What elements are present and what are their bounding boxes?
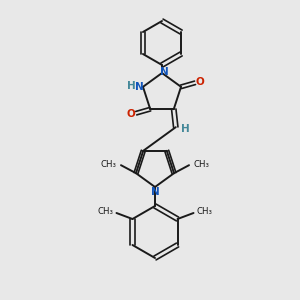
Text: CH₃: CH₃ xyxy=(98,206,113,215)
Text: O: O xyxy=(196,77,204,87)
Text: CH₃: CH₃ xyxy=(196,206,212,215)
Text: H: H xyxy=(182,124,190,134)
Text: CH₃: CH₃ xyxy=(101,160,117,169)
Text: O: O xyxy=(127,109,136,119)
Text: CH₃: CH₃ xyxy=(193,160,209,169)
Text: N: N xyxy=(160,67,168,77)
Text: N: N xyxy=(151,187,159,197)
Text: N: N xyxy=(135,82,143,92)
Text: H: H xyxy=(127,81,135,91)
